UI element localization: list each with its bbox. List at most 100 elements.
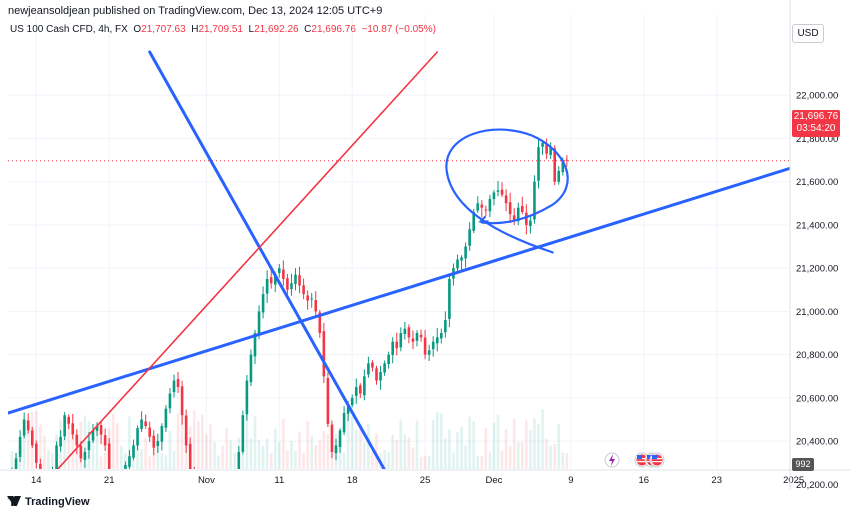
volume-bar (525, 420, 528, 469)
candle-body (257, 311, 261, 335)
volume-bar (395, 439, 399, 469)
volume-bar (180, 414, 184, 469)
candle-body (334, 445, 338, 454)
x-tick-label: 11 (274, 475, 284, 486)
volume-bar (22, 433, 26, 469)
volume-bar (156, 444, 160, 469)
volume-bar (342, 452, 346, 469)
lightning-icon (604, 452, 620, 468)
candle-body (128, 456, 131, 467)
volume-bar (172, 451, 176, 469)
candle-body (492, 192, 496, 200)
candle-body (249, 354, 253, 383)
volume-bar (124, 453, 127, 469)
candle-body (205, 505, 208, 508)
volume-bar (209, 424, 212, 469)
volume-bar (136, 445, 139, 469)
circle-annotation (445, 128, 569, 254)
y-tick-label: 20,400.00 (796, 437, 838, 448)
candle-body (399, 333, 403, 348)
volume-bar (201, 414, 204, 469)
volume-bar (205, 434, 208, 469)
candle-body (363, 376, 366, 396)
volume-bar (367, 424, 370, 469)
volume-bar (350, 416, 354, 469)
candle-body (148, 427, 151, 437)
candle-body (233, 484, 236, 502)
volume-bar (95, 424, 99, 469)
candle-body (116, 485, 119, 495)
volume-bar (516, 442, 520, 469)
volume-bar (346, 410, 350, 469)
volume-bar (565, 453, 569, 469)
volume-bar (273, 428, 277, 469)
volume-bar (504, 429, 508, 469)
candle-body (508, 202, 512, 215)
volume-bar (257, 440, 261, 469)
volume-bar (512, 418, 516, 469)
symbol-name: US 100 Cash CFD, 4h, FX (10, 24, 128, 35)
tradingview-logo[interactable]: TradingView (7, 496, 90, 508)
candle-body (91, 430, 95, 441)
x-tick-label: 2025 (783, 475, 804, 486)
volume-bar (557, 424, 561, 469)
volume-bar (306, 420, 309, 469)
volume-bar (561, 452, 565, 469)
y-tick-label: 21,200.00 (796, 264, 838, 275)
candle-body (26, 420, 30, 431)
x-tick-label: 16 (639, 475, 650, 486)
volume-bar (529, 430, 532, 469)
candle-body (156, 441, 160, 446)
candle-body (245, 380, 249, 415)
close-key: C (304, 24, 312, 35)
candle-body (545, 144, 548, 154)
candle-body (225, 509, 228, 510)
volume-bar (415, 420, 419, 469)
candle-body (549, 147, 552, 155)
x-tick-label: 18 (347, 475, 358, 486)
candle-body (306, 295, 309, 301)
volume-bar (249, 438, 253, 469)
candle-body (197, 495, 200, 502)
candle-body (354, 387, 358, 396)
candle-body (387, 354, 390, 364)
volume-bar (460, 427, 463, 469)
volume-bar (488, 452, 492, 469)
candle-body (338, 430, 342, 448)
candle-body (411, 338, 415, 342)
candle-body (500, 189, 504, 195)
candle-body (172, 380, 176, 393)
volume-bar (476, 456, 480, 469)
last-price-value: 21,696.76 (793, 111, 839, 122)
volume-bar (391, 434, 394, 469)
candle-body (273, 274, 277, 285)
trendline (56, 51, 439, 469)
volume-bar (549, 445, 552, 469)
volume-bar (403, 434, 407, 469)
volume-bar (39, 424, 42, 469)
volume-bar (282, 419, 285, 469)
volume-bar (553, 443, 556, 469)
volume-bar (47, 449, 50, 469)
volume-bar (423, 455, 427, 469)
drawings (8, 50, 790, 469)
candle-body (407, 327, 411, 338)
high-value: 21,709.51 (198, 24, 243, 35)
candle-body (359, 385, 362, 394)
volume-bar (419, 456, 423, 469)
candle-body (11, 474, 14, 483)
low-key: L (248, 24, 255, 35)
volume-bar (63, 435, 66, 469)
volume-bar (26, 430, 30, 469)
y-tick-label: 21,600.00 (796, 177, 838, 188)
volume-bar (51, 453, 54, 469)
volume-bar (91, 441, 95, 469)
currency-button[interactable]: USD (792, 24, 824, 43)
volume-bar (411, 447, 415, 469)
candle-body (310, 298, 313, 300)
volume-bar (496, 414, 500, 469)
candle-body (444, 320, 447, 333)
candle-body (51, 471, 54, 487)
